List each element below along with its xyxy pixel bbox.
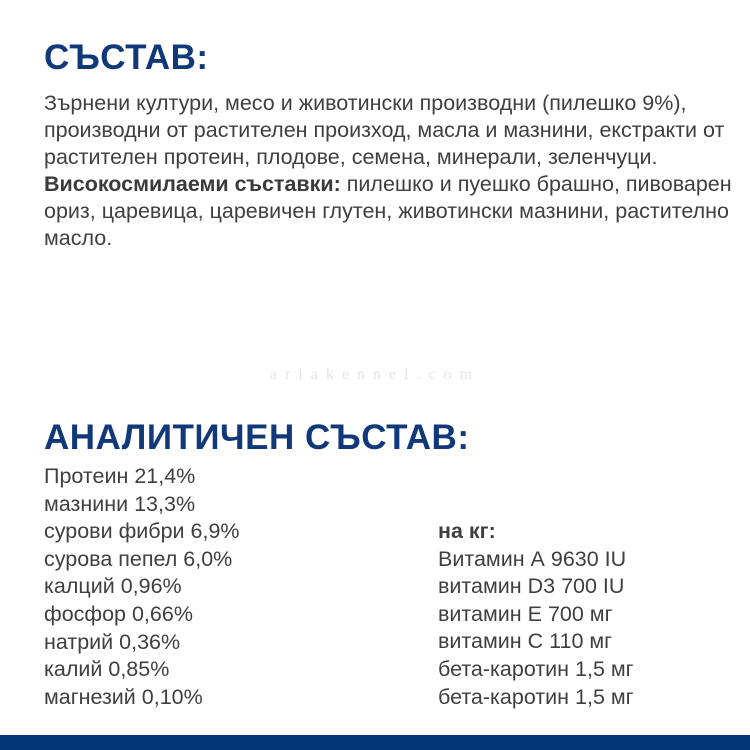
bottom-band [0, 735, 750, 750]
composition-text: Зърнени култури, месо и животински произ… [44, 90, 744, 252]
list-item: витамин Е 700 мг [438, 601, 613, 626]
list-item: сурови фибри 6,9% [44, 519, 240, 544]
list-item: бета-каротин 1,5 мг [438, 656, 634, 681]
analytical-title: АНАЛИТИЧЕН СЪСТАВ: [44, 418, 470, 457]
list-item: мазнини 13,3% [44, 491, 196, 516]
list-item: калций 0,96% [44, 574, 182, 599]
per-kg-list: на кг: Витамин А 9630 IU витамин D3 700 … [438, 518, 634, 711]
list-item: калий 0,85% [44, 657, 170, 682]
list-item: Витамин А 9630 IU [438, 546, 627, 571]
highlight-label: Високосмилаеми съставки: [44, 172, 341, 196]
list-item: магнезий 0,10% [44, 684, 203, 709]
analytical-list: Протеин 21,4% мазнини 13,3% сурови фибри… [44, 463, 240, 711]
watermark: ariakennel.com [269, 366, 481, 383]
list-item: натрий 0,36% [44, 629, 181, 654]
list-item: фосфор 0,66% [44, 601, 193, 626]
per-kg-label: на кг: [438, 519, 496, 543]
composition-title: СЪСТАВ: [44, 38, 209, 77]
list-item: витамин D3 700 IU [438, 574, 625, 599]
list-item: Протеин 21,4% [44, 464, 196, 488]
list-item: сурова пепел 6,0% [44, 546, 233, 571]
highlight-text: пилешко и пуешко брашно, пивоварен ориз,… [44, 172, 732, 250]
list-item: бета-каротин 1,5 мг [438, 684, 634, 709]
ingredients-text: Зърнени култури, месо и животински произ… [44, 91, 725, 169]
list-item: витамин С 110 мг [438, 629, 613, 654]
